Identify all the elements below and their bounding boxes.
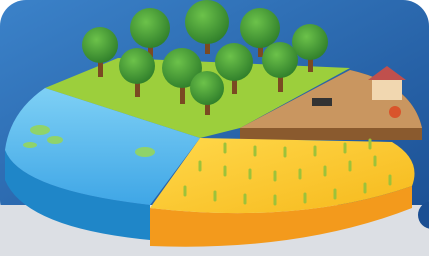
page: {} <box>0 0 429 256</box>
illustration <box>0 0 429 256</box>
tractor <box>389 106 401 118</box>
farm-house <box>372 78 402 100</box>
cow <box>312 98 332 106</box>
